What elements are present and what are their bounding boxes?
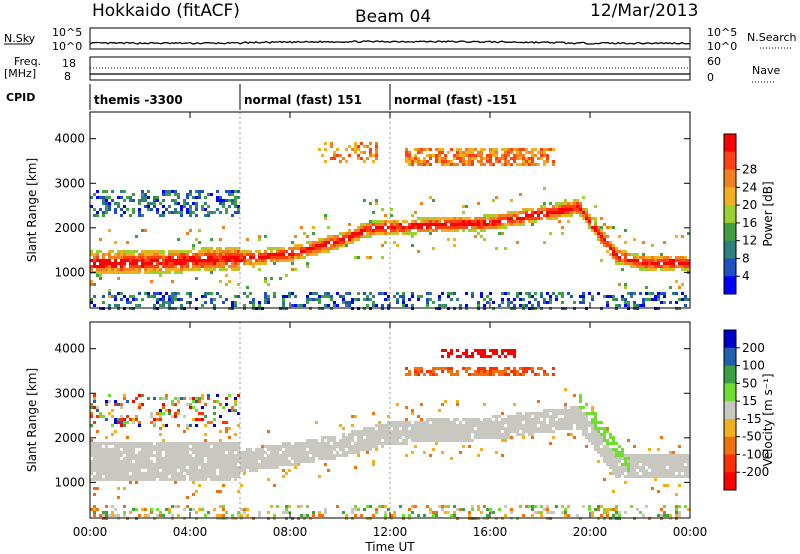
- colorbar-cell: [724, 472, 736, 491]
- colorbar-tick-label: -15: [742, 412, 762, 426]
- cpid-label: CPID: [6, 91, 35, 104]
- cpid-segment-label: themis -3300: [94, 93, 183, 107]
- colorbar-tick-label: -100: [742, 447, 769, 461]
- y-tick-label: 2000: [54, 221, 85, 235]
- colorbar-tick-label: 12: [742, 234, 757, 248]
- colorbar-cell: [724, 169, 736, 188]
- colorbar-tick-label: 20: [742, 198, 757, 212]
- y-tick-label: 2000: [54, 431, 85, 445]
- colorbar-cell: [724, 222, 736, 242]
- x-axis-label: Time UT: [364, 540, 415, 554]
- x-tick-label: 00:00: [673, 525, 708, 539]
- colorbar-cell: [724, 365, 736, 384]
- power-panel: 1000 2000 3000 4000 Slant Range [km]: [25, 111, 691, 310]
- colorbar-tick-label: 200: [742, 341, 765, 355]
- colorbar-cell: [724, 187, 736, 206]
- nsky-label: N.Sky: [4, 32, 36, 45]
- colorbar-cell: [724, 240, 736, 259]
- noise-strip: N.Sky 10^5 10^0 10^5 10^0 N.Search: [4, 26, 797, 53]
- freq-bottom-value: 8: [64, 70, 71, 83]
- nave-bottom-value: 0: [707, 71, 714, 84]
- y-tick-label: 4000: [54, 342, 85, 356]
- power-colorbar-label: Power [dB]: [761, 181, 775, 246]
- freq-unit-label: [MHz]: [4, 67, 36, 80]
- noise-bottom-left: 10^0: [52, 40, 82, 53]
- power-colorbar: 4 8 12 16 20 24 28: [723, 133, 757, 295]
- y-tick-label: 3000: [54, 386, 85, 400]
- colorbar-cell: [724, 330, 736, 349]
- velocity-colorbar: 200 100 50 15 -15 -50 -100 -200: [723, 329, 769, 491]
- colorbar-cell: [724, 383, 736, 402]
- colorbar-cell: [724, 134, 736, 153]
- colorbar-tick-label: 100: [742, 359, 765, 373]
- velocity-colorbar-label: Velocity [m s⁻¹]: [761, 373, 775, 466]
- colorbar-tick-label: -200: [742, 465, 769, 479]
- noise-top-right: 10^5: [707, 26, 737, 39]
- x-axis-ticks: 00:00 04:00 08:00 12:00 16:00 20:00 00:00: [73, 112, 708, 539]
- colorbar-tick-label: 4: [742, 269, 750, 283]
- colorbar-tick-label: -50: [742, 430, 762, 444]
- colorbar-cell: [724, 258, 736, 277]
- x-tick-label: 12:00: [373, 525, 408, 539]
- y-tick-label: 1000: [54, 265, 85, 279]
- x-tick-label: 20:00: [573, 525, 608, 539]
- noise-bottom-right: 10^0: [707, 40, 737, 53]
- colorbar-cell: [724, 436, 736, 455]
- freq-top-value: 18: [62, 57, 76, 70]
- x-tick-label: 16:00: [473, 525, 508, 539]
- nsearch-label: N.Search: [747, 31, 797, 44]
- beam-title: Beam 04: [355, 7, 431, 27]
- velocity-heatmap: [90, 349, 690, 520]
- y-tick-label: 1000: [54, 475, 85, 489]
- velocity-y-label: Slant Range [km]: [25, 368, 39, 472]
- freq-strip: Freq. [MHz] 18 8 60 0 Nave: [4, 55, 780, 84]
- noise-top-left: 10^5: [52, 26, 82, 39]
- colorbar-cell: [724, 151, 736, 171]
- freq-label: Freq.: [14, 55, 41, 68]
- colorbar-tick-label: 24: [742, 180, 757, 194]
- colorbar-tick-label: 16: [742, 216, 757, 230]
- station-title: Hokkaido (fitACF): [92, 1, 240, 21]
- colorbar-tick-label: 8: [742, 251, 750, 265]
- y-tick-label: 3000: [54, 176, 85, 190]
- colorbar-cell: [724, 454, 736, 473]
- colorbar-tick-label: 50: [742, 376, 757, 390]
- x-tick-label: 08:00: [273, 525, 308, 539]
- noise-trace: [89, 40, 691, 45]
- power-y-ticks: 1000 2000 3000 4000: [54, 132, 690, 279]
- x-tick-label: 00:00: [73, 525, 108, 539]
- colorbar-cell: [724, 347, 736, 367]
- x-tick-label: 04:00: [173, 525, 208, 539]
- colorbar-cell: [724, 276, 736, 295]
- power-y-label: Slant Range [km]: [25, 158, 39, 262]
- nave-label: Nave: [752, 64, 780, 77]
- y-tick-label: 4000: [54, 132, 85, 146]
- cpid-segment-label: normal (fast) -151: [394, 93, 517, 107]
- velocity-panel: 1000 2000 3000 4000 Slant Range [km]: [25, 321, 691, 520]
- velocity-y-ticks: 1000 2000 3000 4000: [54, 342, 690, 489]
- date-title: 12/Mar/2013: [590, 1, 698, 21]
- colorbar-cell: [724, 205, 736, 224]
- cpid-segment-label: normal (fast) 151: [244, 93, 362, 107]
- nave-top-value: 60: [707, 55, 721, 68]
- cpid-strip: CPID themis -3300 normal (fast) 151 normal…: [6, 84, 517, 110]
- colorbar-tick-label: 15: [742, 394, 757, 408]
- colorbar-cell: [724, 401, 736, 420]
- colorbar-tick-label: 28: [742, 163, 757, 177]
- colorbar-cell: [724, 418, 736, 438]
